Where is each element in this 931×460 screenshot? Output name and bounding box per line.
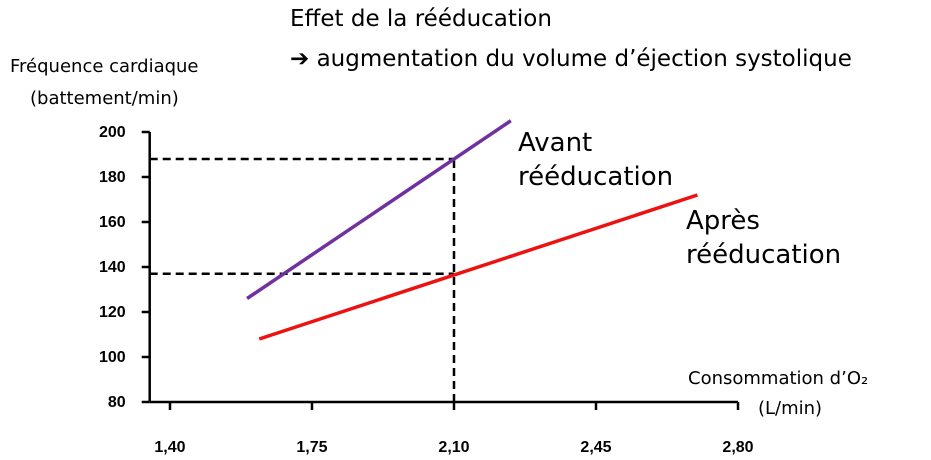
series-line [246, 119, 512, 300]
x-tick-label: 2,45 [580, 439, 611, 456]
x-tick-label: 1,40 [154, 439, 185, 456]
series-line [258, 193, 698, 341]
chart-subtitle: ➔ augmentation du volume d’éjection syst… [290, 46, 852, 72]
x-tick-label: 2,80 [722, 439, 753, 456]
x-axis-label: (L/min) [758, 398, 823, 419]
y-tick-label: 100 [99, 349, 126, 366]
x-tick-label: 1,75 [296, 439, 327, 456]
y-tick-label: 160 [99, 214, 126, 231]
y-axis-label: (battement/min) [30, 88, 179, 109]
y-tick-label: 120 [99, 304, 126, 321]
y-tick-label: 180 [99, 169, 126, 186]
series-label: Avant rééducation [518, 128, 674, 192]
chart-title: Effet de la rééducation [290, 6, 552, 32]
y-tick-label: 80 [108, 394, 126, 411]
y-tick-label: 140 [99, 259, 126, 276]
series-label: Après rééducation [686, 206, 842, 270]
y-axis-label: Fréquence cardiaque [10, 56, 199, 77]
x-tick-label: 2,10 [438, 439, 469, 456]
y-tick-label: 200 [99, 124, 126, 141]
x-axis-label: Consommation d’O₂ [688, 368, 869, 389]
